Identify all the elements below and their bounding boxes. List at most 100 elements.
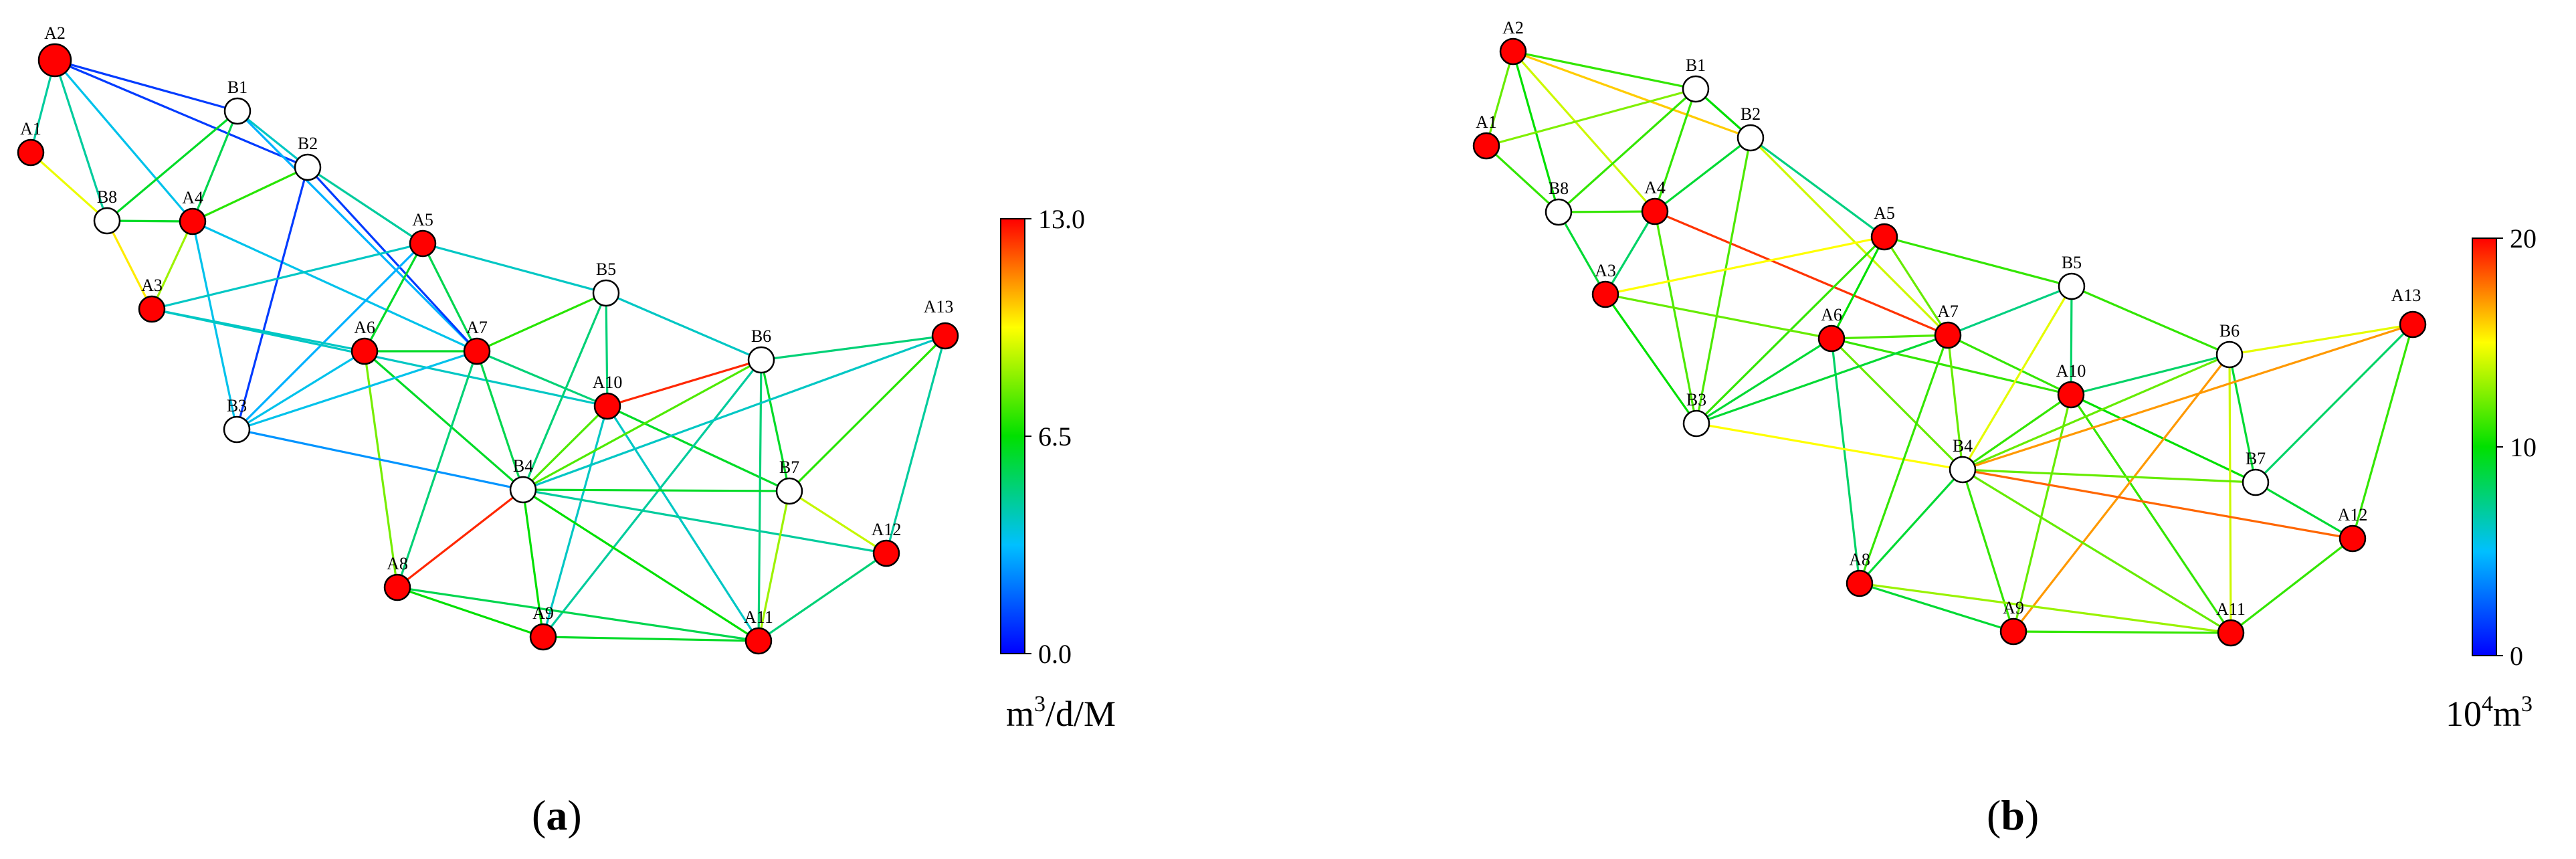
- edge-b3-a7: [235, 350, 478, 431]
- edge-a10-b4: [522, 405, 609, 491]
- edge-a7-a10: [476, 350, 609, 407]
- node-a11-well-marker: [745, 627, 773, 655]
- edge-a7-b5: [1947, 285, 2073, 337]
- node-b7-junction-marker: [775, 477, 803, 505]
- edge-a10-a9: [2012, 393, 2072, 633]
- edge-a8-a9: [1858, 582, 2015, 633]
- edge-a13-a12: [885, 335, 947, 555]
- edge-a1-b8: [29, 151, 108, 222]
- edge-b1-a4: [191, 110, 239, 223]
- node-a8-well-marker: [1846, 569, 1874, 597]
- node-b5-junction-marker: [2058, 272, 2086, 300]
- edge-a7-b4: [476, 350, 524, 491]
- edge-b3-a7: [1695, 334, 1949, 425]
- edge-a13-b7: [2254, 323, 2414, 484]
- node-label-b8: B8: [1549, 179, 1569, 198]
- node-a10-well-marker: [2057, 381, 2085, 409]
- node-b6-junction-marker: [2215, 341, 2244, 369]
- edge-b6-b4: [522, 359, 763, 491]
- node-b2-junction-marker: [294, 153, 322, 181]
- edge-a6-b4: [1830, 337, 1964, 471]
- edge-a10-a11: [606, 405, 760, 642]
- edge-a2-b2: [54, 59, 309, 169]
- node-a1-well-marker: [17, 138, 45, 167]
- edge-a6-b3: [1695, 337, 1833, 425]
- edge-b2-b3: [1695, 136, 1752, 425]
- edge-a13-b4: [1961, 323, 2414, 471]
- edge-b2-a5: [1749, 136, 1886, 238]
- edge-b6-a11: [2228, 353, 2232, 634]
- node-label-b4: B4: [1953, 436, 1973, 456]
- node-a4-well-marker: [179, 207, 207, 235]
- edge-a3-a10: [151, 308, 609, 407]
- edge-a8-a11: [1858, 582, 2232, 634]
- node-a13-well-marker: [2399, 310, 2427, 339]
- edge-a7-a8: [1858, 334, 1949, 585]
- node-b1-junction-marker: [1682, 75, 1710, 103]
- node-b3-junction-marker: [1682, 409, 1710, 438]
- edge-b1-b8: [1557, 88, 1697, 213]
- edge-a9-a11: [2012, 630, 2232, 634]
- edge-a2-b1: [54, 59, 239, 112]
- node-label-b2: B2: [298, 134, 318, 153]
- edge-b5-a10: [2070, 285, 2073, 396]
- edge-a2-b8: [54, 59, 108, 222]
- node-b4-junction-marker: [1949, 456, 1977, 484]
- edge-b6-b7: [760, 359, 791, 492]
- edge-a8-a9: [396, 586, 544, 638]
- edge-b2-b3: [235, 166, 309, 431]
- panel-label-a: (a): [532, 791, 582, 839]
- node-label-a13: A13: [924, 297, 954, 316]
- edge-b4-b7: [1961, 468, 2257, 484]
- node-label-a2: A2: [1502, 18, 1524, 37]
- node-a1-well-marker: [1472, 132, 1500, 160]
- node-label-a10: A10: [593, 373, 623, 392]
- edge-a10-b6: [606, 359, 763, 407]
- node-a6-well-marker: [1817, 324, 1846, 353]
- edge-b4-a12: [1961, 468, 2354, 540]
- node-label-a3: A3: [141, 276, 163, 295]
- node-label-a12: A12: [2338, 505, 2368, 524]
- node-label-b3: B3: [1686, 390, 1706, 409]
- edge-a1-b1: [1485, 88, 1697, 147]
- colorbar: 13.0 6.5 0.0 m3/d/M: [1000, 204, 1116, 734]
- colorbar: 20 10 0 104m3: [2446, 223, 2537, 734]
- node-label-b6: B6: [2219, 321, 2240, 341]
- node-label-a7: A7: [1937, 302, 1959, 321]
- edge-a5-b3: [235, 242, 424, 431]
- node-label-b5: B5: [2062, 253, 2082, 272]
- edge-b5-b6: [2070, 285, 2231, 356]
- node-label-a6: A6: [1821, 305, 1842, 324]
- node-label-a7: A7: [466, 318, 488, 337]
- colorbar-mid-label: 10: [2510, 432, 2537, 462]
- edge-b4-a11: [522, 488, 760, 642]
- edge-a5-a3: [151, 242, 424, 310]
- edge-b1-b8: [106, 110, 239, 222]
- node-b2-junction-marker: [1737, 124, 1765, 152]
- node-label-a5: A5: [1874, 203, 1895, 223]
- edge-b3-b4: [235, 428, 524, 491]
- edge-b6-a9: [2012, 353, 2231, 633]
- edge-a10-b7: [606, 405, 791, 492]
- edge-b6-b7: [2228, 353, 2257, 484]
- edge-a3-b3: [1604, 293, 1698, 425]
- edge-a6-a7: [1830, 334, 1949, 340]
- edge-b4-a11: [1961, 468, 2232, 634]
- edge-a10-a11: [2070, 393, 2232, 634]
- node-a9-well-marker: [1999, 617, 2027, 646]
- node-a2-well-marker: [1499, 37, 1527, 66]
- edge-a4-b2: [1654, 136, 1752, 213]
- edge-b5-a10: [605, 292, 609, 407]
- edge-a2-a4: [1512, 50, 1656, 213]
- node-a6-well-marker: [351, 337, 379, 365]
- edge-b7-a11: [757, 490, 791, 642]
- edge-a5-b5: [421, 242, 607, 294]
- colorbar-unit: 104m3: [2446, 692, 2533, 734]
- edge-b5-b4: [522, 292, 607, 491]
- node-a9-well-marker: [529, 623, 557, 651]
- edge-a4-a7: [191, 220, 478, 353]
- edge-a7-b5: [476, 292, 607, 353]
- edge-b5-b4: [1961, 285, 2073, 471]
- edge-a10-b4: [1961, 393, 2072, 471]
